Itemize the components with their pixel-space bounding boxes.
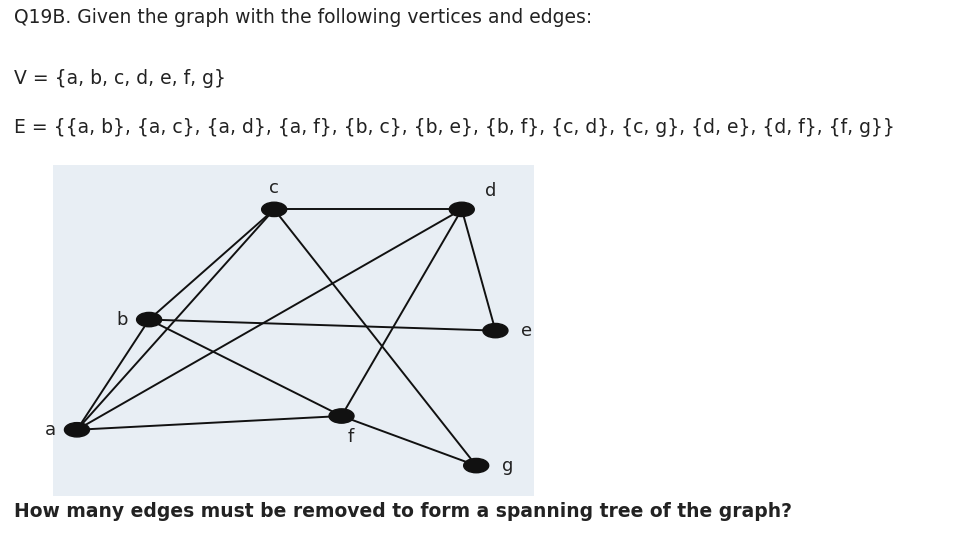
- Circle shape: [329, 409, 354, 423]
- Text: e: e: [520, 322, 531, 339]
- Text: E = {{a, b}, {a, c}, {a, d}, {a, f}, {b, c}, {b, e}, {b, f}, {c, d}, {c, g}, {d,: E = {{a, b}, {a, c}, {a, d}, {a, f}, {b,…: [14, 118, 895, 137]
- Text: How many edges must be removed to form a spanning tree of the graph?: How many edges must be removed to form a…: [14, 502, 792, 521]
- Circle shape: [463, 458, 488, 473]
- Text: c: c: [269, 180, 279, 197]
- Circle shape: [64, 423, 89, 437]
- Circle shape: [449, 202, 474, 217]
- Circle shape: [261, 202, 286, 217]
- Text: g: g: [502, 457, 513, 474]
- Text: Q19B. Given the graph with the following vertices and edges:: Q19B. Given the graph with the following…: [14, 8, 592, 27]
- Text: V = {a, b, c, d, e, f, g}: V = {a, b, c, d, e, f, g}: [14, 69, 226, 88]
- Circle shape: [136, 312, 161, 327]
- Text: d: d: [484, 182, 496, 200]
- Text: a: a: [44, 421, 56, 439]
- Text: f: f: [348, 428, 354, 446]
- Text: b: b: [116, 311, 128, 328]
- Circle shape: [482, 323, 507, 338]
- FancyBboxPatch shape: [53, 165, 533, 496]
